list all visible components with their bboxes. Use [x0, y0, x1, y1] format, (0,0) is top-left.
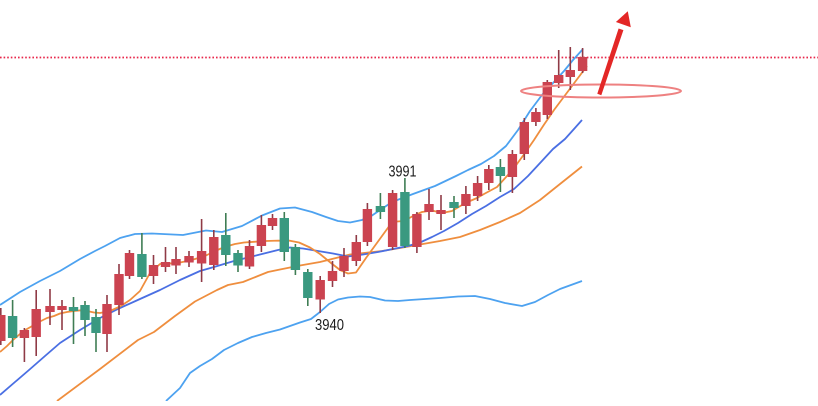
svg-text:3940: 3940: [315, 317, 344, 334]
svg-text:3991: 3991: [389, 164, 417, 181]
